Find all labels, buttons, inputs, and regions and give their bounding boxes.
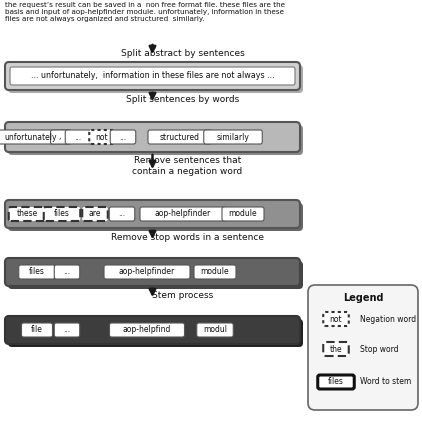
FancyBboxPatch shape (54, 323, 80, 337)
FancyBboxPatch shape (65, 130, 91, 144)
Text: similarly: similarly (216, 133, 249, 141)
FancyBboxPatch shape (308, 285, 418, 410)
FancyBboxPatch shape (194, 265, 236, 279)
Text: not: not (96, 133, 108, 141)
FancyBboxPatch shape (5, 316, 300, 344)
FancyBboxPatch shape (8, 203, 303, 231)
FancyBboxPatch shape (5, 62, 300, 90)
FancyBboxPatch shape (54, 265, 80, 279)
FancyBboxPatch shape (318, 375, 354, 389)
Text: ...: ... (119, 133, 127, 141)
Text: Split abstract by sentences: Split abstract by sentences (121, 48, 244, 58)
Text: Legend: Legend (343, 293, 383, 303)
FancyBboxPatch shape (5, 200, 300, 228)
Text: ...: ... (63, 267, 70, 277)
FancyBboxPatch shape (5, 258, 300, 286)
FancyBboxPatch shape (109, 207, 135, 221)
FancyBboxPatch shape (110, 130, 136, 144)
Text: file: file (31, 325, 43, 335)
FancyBboxPatch shape (22, 323, 52, 337)
Text: the request’s result can be saved in a  non free format file. these files are th: the request’s result can be saved in a n… (5, 2, 285, 22)
Text: files: files (328, 378, 344, 386)
Text: Word to stem: Word to stem (360, 378, 411, 386)
FancyBboxPatch shape (10, 67, 295, 85)
Text: Remove stop words in a sentence: Remove stop words in a sentence (111, 234, 264, 242)
FancyBboxPatch shape (44, 207, 80, 221)
Text: Stem process: Stem process (152, 291, 213, 301)
Text: module: module (201, 267, 229, 277)
Text: ...: ... (119, 210, 126, 218)
Text: ... unfortunately,  information in these files are not always ...: ... unfortunately, information in these … (31, 72, 274, 80)
FancyBboxPatch shape (8, 261, 303, 289)
Text: not: not (330, 314, 342, 323)
Text: Split sentences by words: Split sentences by words (126, 96, 239, 104)
FancyBboxPatch shape (8, 319, 303, 347)
FancyBboxPatch shape (5, 122, 300, 152)
Text: ...: ... (74, 133, 81, 141)
Text: aop-helpfinder: aop-helpfinder (119, 267, 175, 277)
FancyBboxPatch shape (323, 312, 349, 326)
Text: Remove sentences that
contain a negation word: Remove sentences that contain a negation… (133, 156, 243, 176)
FancyBboxPatch shape (89, 130, 115, 144)
FancyBboxPatch shape (104, 265, 190, 279)
FancyBboxPatch shape (19, 265, 55, 279)
FancyBboxPatch shape (8, 65, 303, 93)
Text: structured: structured (160, 133, 200, 141)
FancyBboxPatch shape (197, 323, 233, 337)
FancyBboxPatch shape (140, 207, 226, 221)
FancyBboxPatch shape (222, 207, 264, 221)
Text: the: the (330, 344, 342, 354)
Text: aop-helpfinder: aop-helpfinder (155, 210, 211, 218)
FancyBboxPatch shape (148, 130, 212, 144)
Text: ...: ... (63, 325, 70, 335)
FancyBboxPatch shape (323, 342, 349, 356)
Text: aop-helpfind: aop-helpfind (123, 325, 171, 335)
Text: files: files (29, 267, 45, 277)
Text: module: module (229, 210, 257, 218)
FancyBboxPatch shape (0, 130, 71, 144)
Text: these: these (16, 210, 38, 218)
Text: ,: , (59, 133, 61, 141)
FancyBboxPatch shape (109, 323, 184, 337)
FancyBboxPatch shape (9, 207, 45, 221)
FancyBboxPatch shape (82, 207, 108, 221)
FancyBboxPatch shape (51, 130, 70, 144)
Text: modul: modul (203, 325, 227, 335)
FancyBboxPatch shape (8, 125, 303, 155)
Text: are: are (89, 210, 101, 218)
Text: Negation word: Negation word (360, 314, 416, 323)
Text: Stop word: Stop word (360, 344, 399, 354)
Text: unfortunately: unfortunately (5, 133, 57, 141)
FancyBboxPatch shape (204, 130, 262, 144)
Text: files: files (54, 210, 70, 218)
